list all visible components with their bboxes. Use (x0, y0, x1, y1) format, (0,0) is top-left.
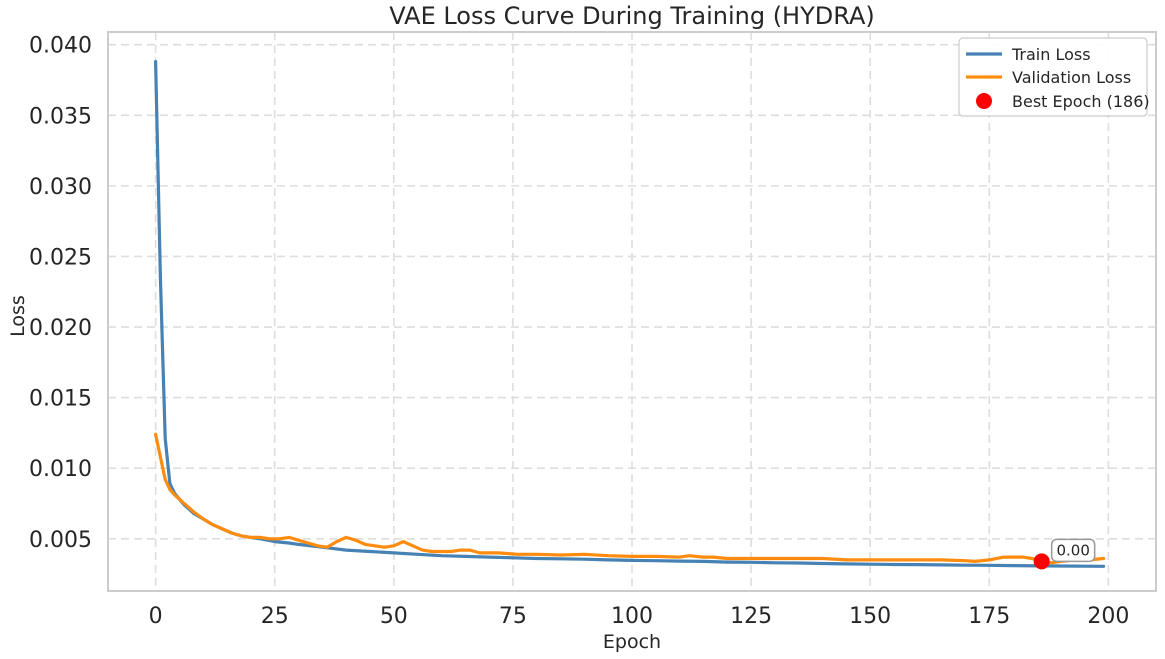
x-axis-label: Epoch (603, 631, 661, 653)
legend-entry: Best Epoch (186) (1012, 92, 1150, 111)
y-tick-label: 0.035 (29, 104, 92, 129)
plot-frame (107, 31, 1157, 592)
series-lines (154, 59, 1106, 568)
y-tick-label: 0.020 (29, 316, 92, 341)
best-epoch-annotation-box (1050, 538, 1096, 563)
x-tick-label: 150 (849, 604, 891, 629)
legend-entry: Validation Loss (1012, 68, 1131, 87)
y-tick-label: 0.005 (29, 528, 92, 553)
best-epoch-layer: 0.00 (1033, 538, 1096, 570)
x-tick-label: 200 (1087, 604, 1129, 629)
best-epoch-marker (1033, 553, 1050, 570)
x-tick-label: 100 (611, 604, 653, 629)
legend: Train Loss Validation Loss Best Epoch (186… (958, 37, 1150, 117)
y-tick-label: 0.030 (29, 175, 92, 200)
y-tick-label: 0.015 (29, 387, 92, 412)
y-tick-label: 0.025 (29, 245, 92, 270)
x-tick-label: 175 (968, 604, 1010, 629)
y-axis-label: Loss (7, 295, 29, 337)
x-tick-label: 125 (730, 604, 772, 629)
chart-title: VAE Loss Curve During Training (HYDRA) (389, 2, 874, 30)
legend-entry: Train Loss (1011, 45, 1091, 64)
tick-labels: 0 25 50 75 100 125 150 175 200 0.005 0.010 0.015 0.0… (29, 34, 1129, 629)
validation-loss-line (154, 432, 1106, 565)
best-epoch-annotation: 0.00 (1056, 541, 1089, 559)
legend-box (958, 37, 1148, 117)
x-tick-label: 25 (261, 604, 289, 629)
y-tick-label: 0.010 (29, 457, 92, 482)
legend-swatch (976, 93, 992, 109)
x-tick-label: 75 (499, 604, 527, 629)
x-tick-label: 50 (380, 604, 408, 629)
train-loss-line (154, 59, 1106, 568)
y-tick-label: 0.040 (29, 34, 92, 59)
x-tick-label: 0 (149, 604, 163, 629)
